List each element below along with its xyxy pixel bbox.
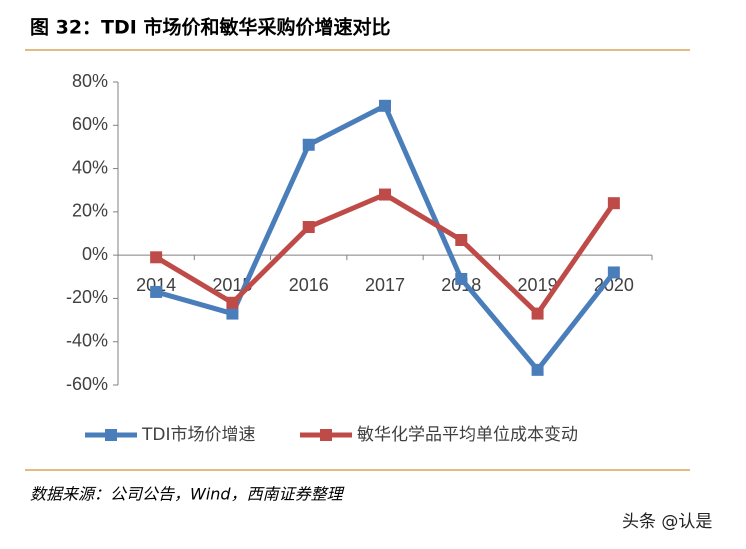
y-tick-label: 80% [72, 71, 108, 91]
point-marker [379, 99, 391, 112]
x-tick-label: 2020 [594, 275, 634, 295]
point-marker [531, 363, 544, 376]
point-marker [302, 138, 315, 151]
point-marker [150, 251, 163, 264]
series-line [154, 192, 616, 317]
y-tick-label: 60% [72, 114, 108, 134]
y-tick-label: -60% [66, 374, 108, 394]
y-tick-label: 0% [82, 244, 108, 264]
series-line [155, 103, 616, 373]
y-tick-label: 20% [72, 201, 108, 221]
y-tick-label: -40% [66, 330, 108, 350]
point-marker [607, 266, 620, 279]
point-marker [379, 188, 391, 201]
y-tick-label: -20% [66, 287, 108, 307]
x-tick-label: 2016 [289, 275, 329, 295]
x-tick-label: 2014 [136, 275, 176, 295]
point-marker [226, 296, 239, 309]
chart-title: 图 32：TDI 市场价和敏华采购价增速对比 [30, 16, 390, 39]
source-note: 数据来源：公司公告，Wind，西南证券整理 [30, 485, 345, 504]
y-tick-label: 40% [72, 157, 108, 177]
point-marker [302, 221, 315, 234]
watermark: 头条 @认是 [622, 512, 712, 532]
legend-label: 敏华化学品平均单位成本变动 [357, 425, 578, 445]
point-marker [226, 307, 239, 320]
point-marker [455, 233, 468, 246]
point-marker [607, 197, 620, 210]
point-marker [455, 272, 468, 285]
legend-label: TDI市场价增速 [141, 425, 256, 445]
x-tick-label: 2019 [518, 275, 558, 295]
legend-marker [105, 429, 117, 441]
legend-marker [320, 429, 332, 441]
x-tick-label: 2017 [365, 275, 405, 295]
point-marker [150, 285, 163, 298]
point-marker [531, 307, 544, 320]
